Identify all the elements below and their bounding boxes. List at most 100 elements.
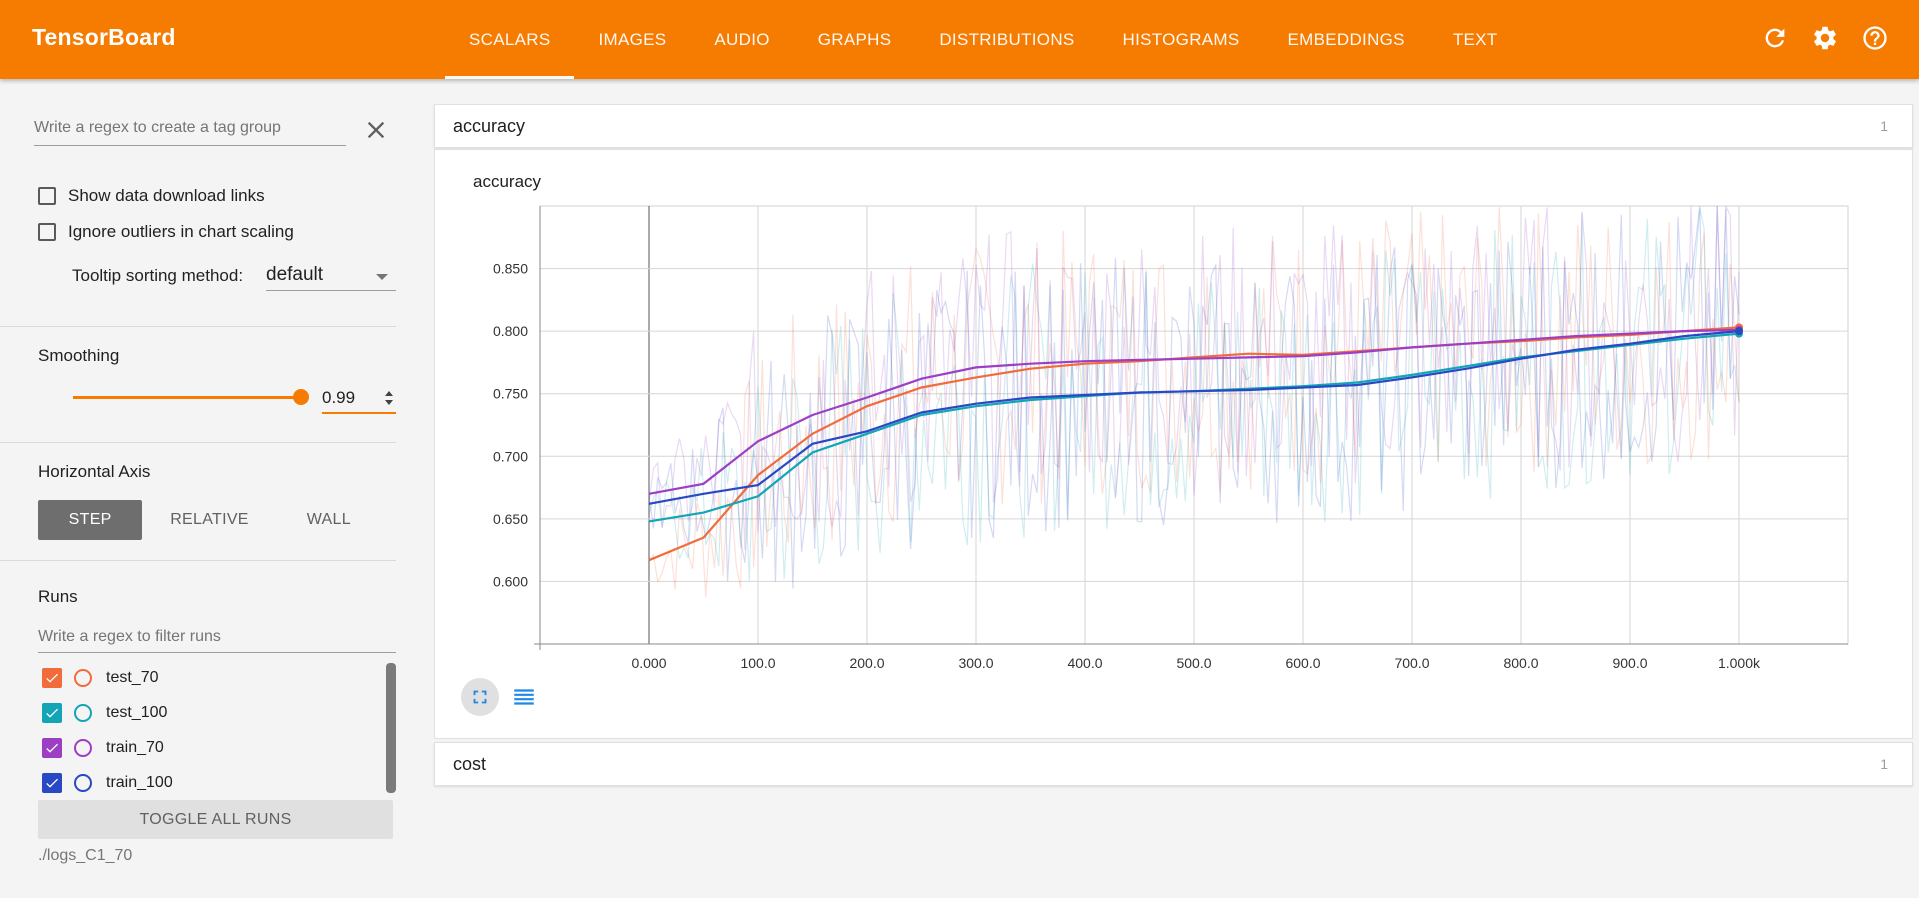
run-label: train_70 [106,739,164,756]
ignore-outliers-checkbox[interactable] [38,223,56,241]
x-tick-label: 600.0 [1285,655,1320,670]
run-label: train_100 [106,774,173,791]
smoothing-value: 0.99 [322,388,356,407]
tab-images[interactable]: IMAGES [598,29,667,49]
accuracy-chart-card: accuracy 0.000 100.0 200.0 300.0 400.0 500.0 6… [434,149,1913,739]
checkmark-icon [46,708,58,718]
smoothing-slider-track[interactable] [73,396,301,399]
series-line [648,328,1740,495]
x-tick-label: 900.0 [1612,655,1647,670]
dashboard-tabs: SCALARS IMAGES AUDIO GRAPHS DISTRIBUTION… [445,0,1521,79]
axis-wall-button[interactable]: WALL [306,511,351,528]
category-count: 1 [1880,118,1888,134]
run-label: test_70 [106,669,159,686]
y-tick-label: 0.750 [493,386,528,402]
tab-embeddings[interactable]: EMBEDDINGS [1287,29,1405,49]
run-label: test_100 [106,704,168,721]
horizontal-axis-title: Horizontal Axis [38,462,151,481]
category-title: accuracy [453,116,526,136]
tooltip-sorting-select[interactable]: default [266,262,396,291]
ignore-outliers-option[interactable]: Ignore outliers in chart scaling [38,222,294,242]
close-icon[interactable] [362,116,390,144]
series-line [648,326,1740,562]
horizontal-axis-selector: STEP RELATIVE WALL [38,500,396,540]
category-count: 1 [1880,756,1888,772]
x-tick-label: 1.000k [1718,655,1761,670]
y-tick-label: 0.700 [493,448,528,464]
legend-list-icon[interactable] [511,684,537,710]
run-item-train-70[interactable]: train_70 [42,737,164,759]
raw-series-line [648,205,1740,589]
checkmark-icon [46,743,58,753]
run-item-train-100[interactable]: train_100 [42,772,173,794]
cost-category-header[interactable]: cost 1 [434,742,1913,786]
log-directory: ./logs_C1_70 [38,847,133,864]
run-item-test-70[interactable]: test_70 [42,667,158,689]
x-tick-label: 200.0 [849,655,884,670]
x-tick-label: 800.0 [1503,655,1538,670]
run-checkbox-train-100[interactable] [42,773,62,793]
runs-filter-input[interactable]: Write a regex to filter runs [38,626,396,653]
smoothing-title: Smoothing [38,346,120,365]
y-tick-label: 0.600 [493,573,528,589]
chart-title: accuracy [473,172,542,191]
runs-title: Runs [38,587,78,606]
smoothing-slider-knob[interactable] [293,389,309,405]
run-color-circle[interactable] [74,774,92,792]
axis-step-button[interactable]: STEP [38,500,143,540]
show-download-links-option[interactable]: Show data download links [38,186,265,206]
help-icon[interactable] [1861,24,1889,52]
run-checkbox-test-100[interactable] [42,703,62,723]
tab-text[interactable]: TEXT [1452,29,1498,49]
tag-group-regex-input[interactable]: Write a regex to create a tag group [34,118,346,146]
raw-series-line [648,205,1740,550]
x-tick-label: 300.0 [958,655,993,670]
accuracy-chart[interactable]: 0.000 100.0 200.0 300.0 400.0 500.0 600.0 700.0… [435,150,1914,670]
toggle-all-runs-button[interactable]: TOGGLE ALL RUNS [38,800,393,839]
show-download-links-checkbox[interactable] [38,187,56,205]
x-tick-label: 0.000 [631,655,666,670]
y-tick-label: 0.650 [493,511,528,527]
series-end-point [1735,327,1743,336]
run-color-circle[interactable] [74,704,92,722]
run-color-circle[interactable] [74,739,92,757]
tab-histograms[interactable]: HISTOGRAMS [1122,29,1240,49]
raw-series-line [648,208,1740,581]
tab-graphs[interactable]: GRAPHS [817,29,892,49]
y-tick-label: 0.850 [493,261,528,277]
y-tick-label: 0.800 [493,323,528,339]
app-title: TensorBoard [32,24,176,50]
gear-icon[interactable] [1811,24,1839,52]
category-title: cost [453,754,487,774]
tab-distributions[interactable]: DISTRIBUTIONS [939,29,1075,49]
run-color-circle[interactable] [74,669,92,687]
x-tick-label: 700.0 [1394,655,1429,670]
runs-scrollbar[interactable] [386,663,396,793]
show-download-links-label: Show data download links [68,186,265,205]
x-tick-label: 400.0 [1067,655,1102,670]
sidebar-divider [0,442,396,443]
tab-scalars[interactable]: SCALARS [445,0,575,79]
tooltip-sorting-label: Tooltip sorting method: [72,266,244,285]
toolbar-icons [1761,24,1889,52]
sidebar-divider [0,326,396,327]
x-tick-label: 500.0 [1176,655,1211,670]
smoothing-value-input[interactable]: 0.99 [322,384,396,414]
tag-group-regex-placeholder: Write a regex to create a tag group [34,119,281,136]
run-item-test-100[interactable]: test_100 [42,702,167,724]
run-checkbox-test-70[interactable] [42,668,62,688]
run-checkbox-train-70[interactable] [42,738,62,758]
tooltip-sorting-value: default [266,264,324,285]
refresh-icon[interactable] [1761,24,1789,52]
runs-filter-placeholder: Write a regex to filter runs [38,628,221,645]
top-app-bar: TensorBoard SCALARS IMAGES AUDIO GRAPHS … [0,0,1919,79]
accuracy-category-header[interactable]: accuracy 1 [434,104,1913,148]
x-tick-label: 100.0 [740,655,775,670]
raw-series-line [648,207,1740,598]
fullscreen-icon[interactable] [461,678,499,716]
axis-relative-button[interactable]: RELATIVE [170,511,249,528]
ignore-outliers-label: Ignore outliers in chart scaling [68,222,294,241]
tab-audio[interactable]: AUDIO [714,29,770,49]
sidebar-divider [0,560,396,561]
spinner-arrows-icon[interactable] [384,388,394,408]
